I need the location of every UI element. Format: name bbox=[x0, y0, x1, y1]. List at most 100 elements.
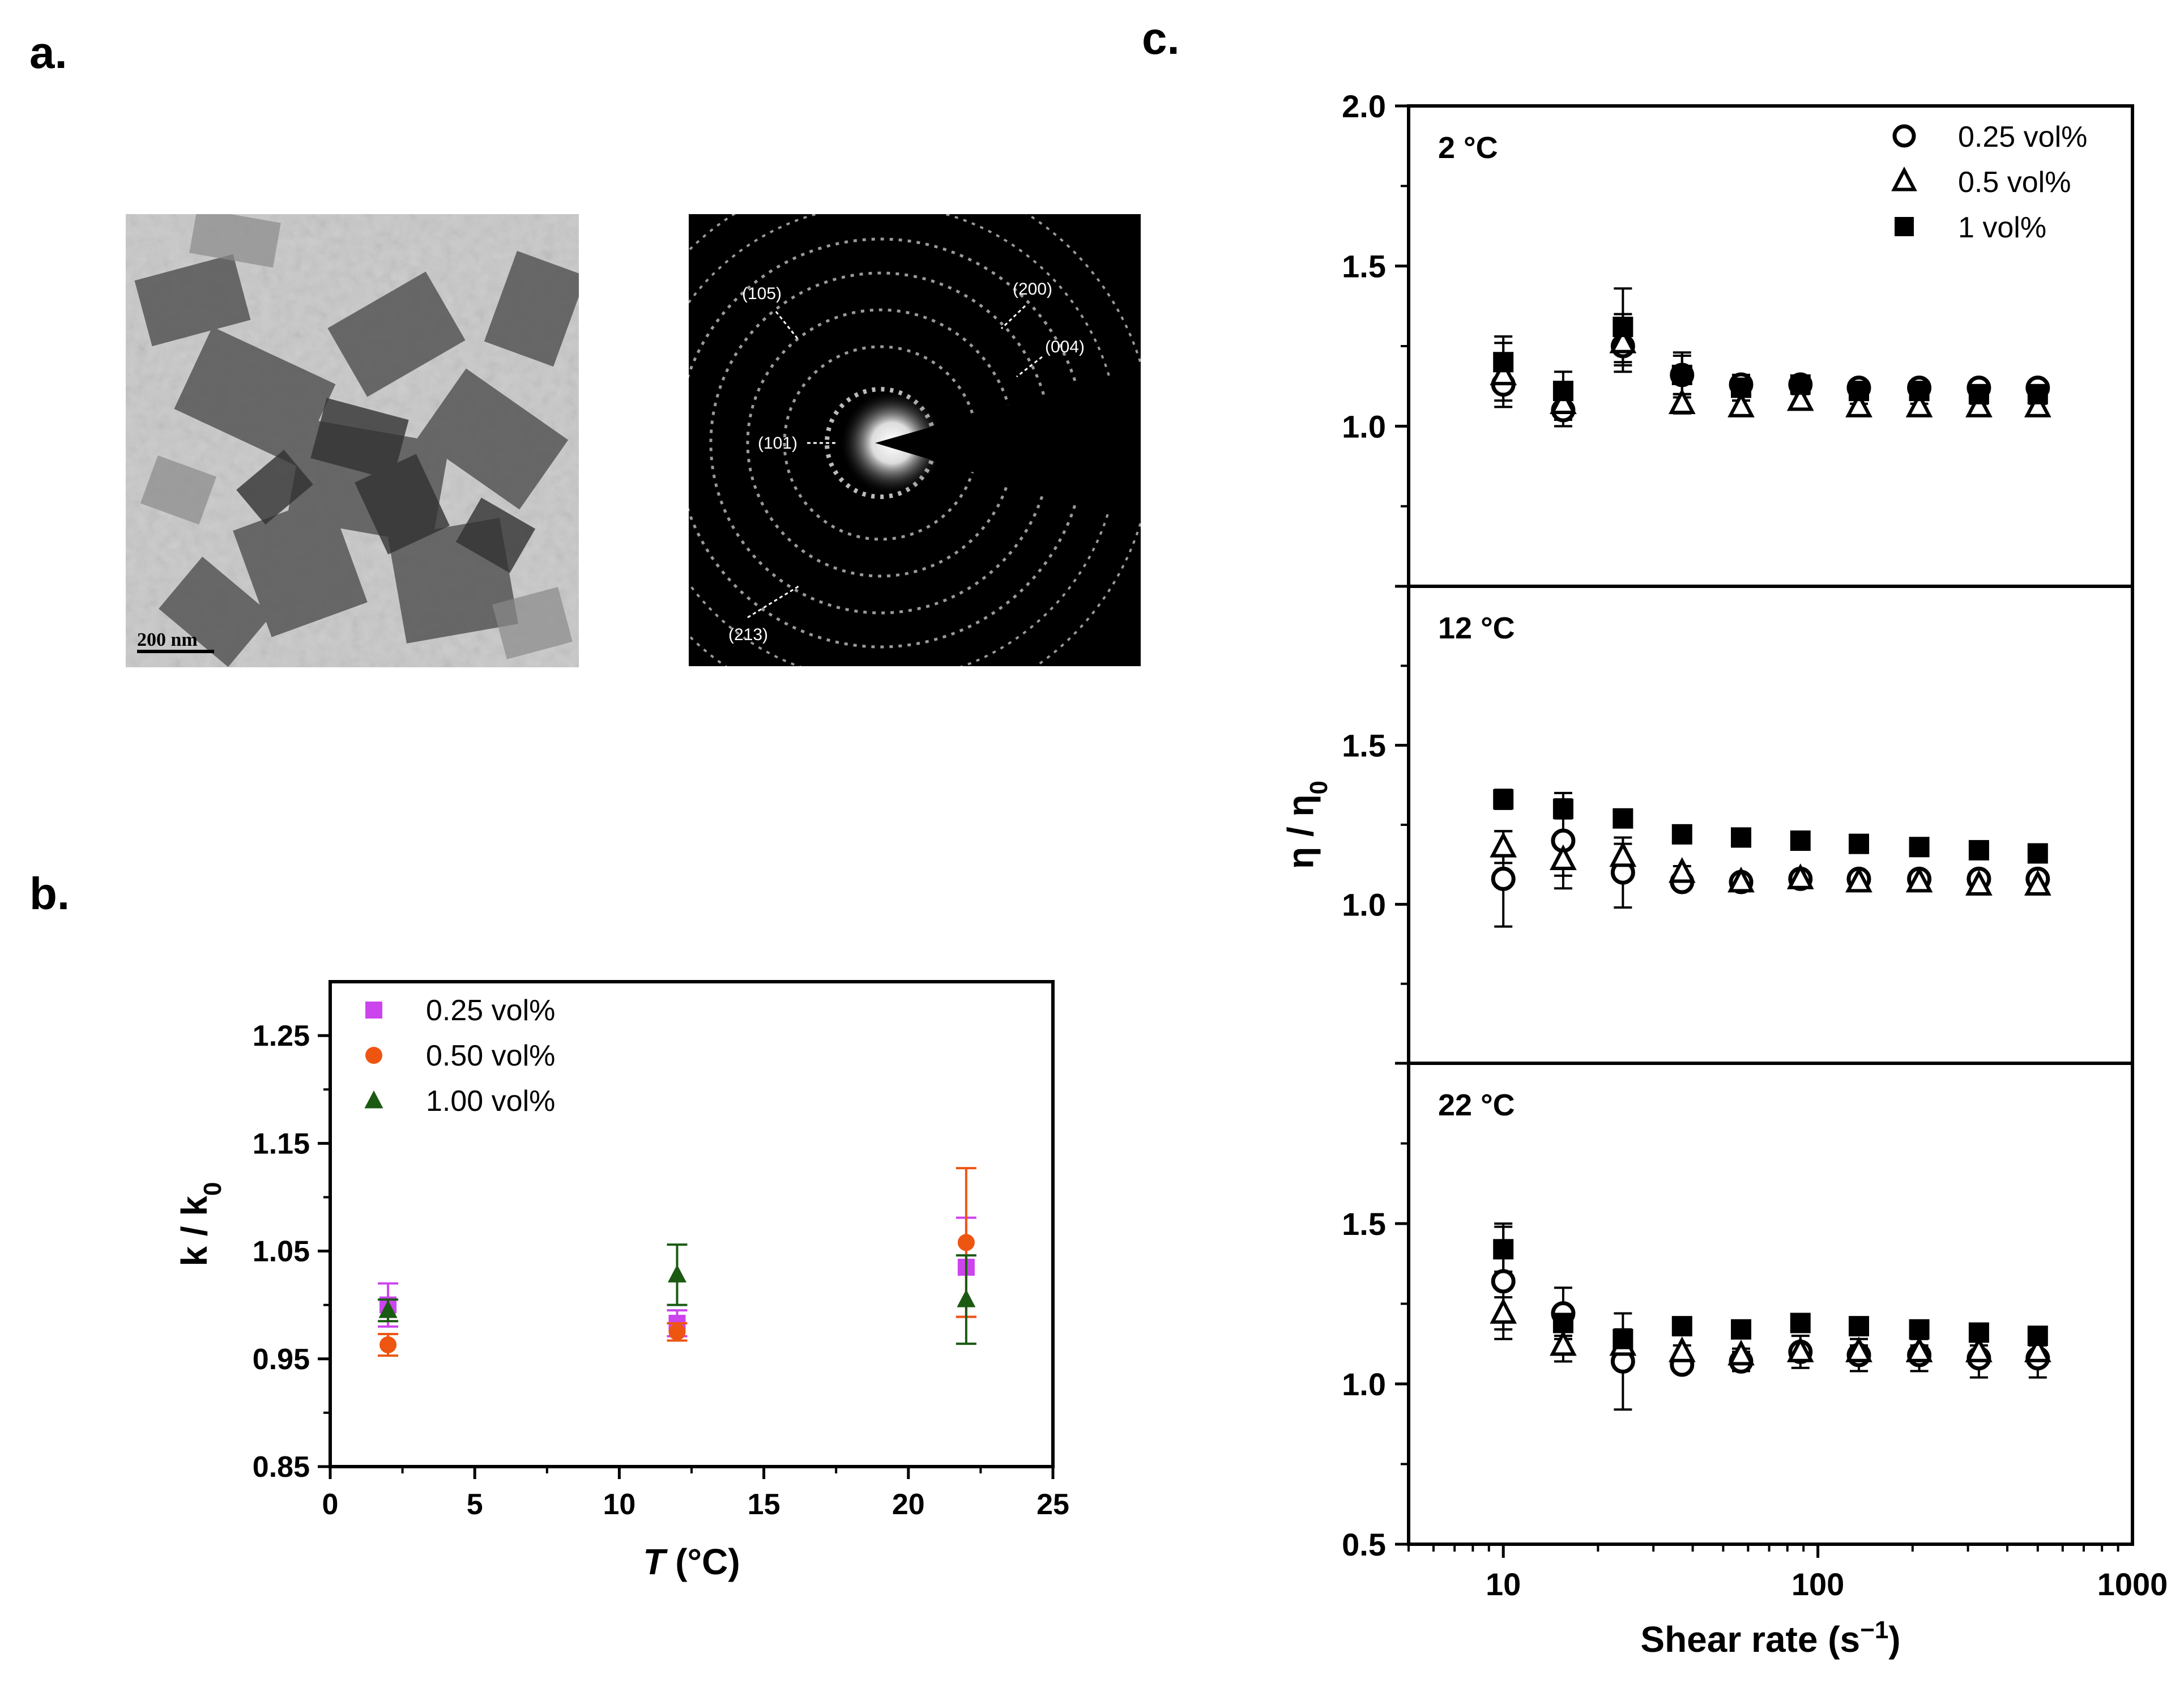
x-axis-label-end: ) bbox=[1888, 1619, 1900, 1660]
data-point bbox=[1671, 364, 1692, 385]
y-tick-label: 1.5 bbox=[1342, 728, 1386, 764]
saed-label-105: (105) bbox=[742, 284, 782, 303]
y-axis-label: η / η bbox=[1280, 794, 1321, 869]
data-point bbox=[1909, 381, 1930, 402]
data-point bbox=[1845, 866, 1872, 893]
subplot-temperature-label: 2 °C bbox=[1438, 131, 1498, 165]
data-point bbox=[1848, 833, 1869, 854]
y-axis-title: η / η0 bbox=[1280, 781, 1333, 869]
y-tick-label: 1.25 bbox=[253, 1020, 310, 1053]
data-point bbox=[1790, 1313, 1811, 1333]
data-point bbox=[1968, 384, 1989, 404]
saed-label-200: (200) bbox=[1013, 280, 1052, 299]
data-point bbox=[2024, 391, 2051, 417]
x-axis-superscript: −1 bbox=[1860, 1616, 1888, 1644]
x-axis-symbol: T bbox=[643, 1541, 675, 1582]
panel-label-a: a. bbox=[29, 27, 67, 78]
data-point bbox=[1550, 844, 1577, 871]
panel-label-b: b. bbox=[29, 868, 70, 919]
data-point bbox=[1609, 327, 1637, 353]
x-tick-label: 15 bbox=[748, 1488, 780, 1521]
data-point bbox=[1731, 1319, 1752, 1340]
data-point bbox=[1490, 832, 1517, 858]
data-point bbox=[1493, 789, 1514, 810]
y-tick-label: 1.0 bbox=[1342, 1366, 1386, 1402]
data-point bbox=[1790, 374, 1811, 395]
data-point bbox=[1848, 381, 1869, 402]
saed-labels: (105) (200) (004) (101) (213) bbox=[728, 280, 1085, 644]
legend-marker bbox=[365, 1047, 382, 1064]
subplot-1: 1.0 1.5 2.0 2 °C bbox=[1342, 88, 2051, 588]
legend-label: 0.25 vol% bbox=[426, 994, 555, 1027]
data-point bbox=[668, 1323, 686, 1341]
data-point bbox=[957, 1234, 975, 1251]
subplot-2: 1.0 1.5 12 °C bbox=[1342, 585, 2051, 1065]
x-tick-label: 25 bbox=[1036, 1488, 1069, 1521]
data-point bbox=[1731, 827, 1752, 848]
data-point bbox=[1848, 1316, 1869, 1337]
y-tick-label: 0.5 bbox=[1342, 1527, 1386, 1562]
legend-label: 0.50 vol% bbox=[426, 1039, 555, 1072]
data-point bbox=[1909, 1319, 1930, 1340]
data-point bbox=[957, 1289, 976, 1307]
x-tick-label: 5 bbox=[467, 1488, 483, 1521]
data-point bbox=[1668, 388, 1696, 415]
data-point bbox=[1909, 837, 1930, 858]
data-point bbox=[2027, 384, 2048, 404]
data-point bbox=[1552, 381, 1573, 402]
data-point bbox=[2027, 1326, 2048, 1347]
data-point bbox=[2027, 843, 2048, 864]
data-point bbox=[1965, 1336, 1993, 1362]
data-point bbox=[1613, 317, 1633, 338]
y-axis-label: k / k bbox=[174, 1196, 215, 1267]
x-tick-label: 100 bbox=[1791, 1566, 1844, 1602]
saed-label-101: (101) bbox=[758, 434, 797, 453]
data-point bbox=[1493, 352, 1514, 373]
data-point bbox=[1671, 1316, 1692, 1337]
y-tick-label: 1.0 bbox=[1342, 408, 1386, 444]
data-point bbox=[1552, 1313, 1573, 1333]
data-point bbox=[1731, 377, 1752, 398]
legend-label: 1 vol% bbox=[1958, 211, 2046, 244]
legend-marker bbox=[1891, 166, 1917, 191]
data-point bbox=[1965, 391, 1993, 417]
x-axis-title: Shear rate (s−1) bbox=[1640, 1616, 1900, 1660]
data-point bbox=[1786, 863, 1814, 889]
data-point bbox=[1490, 359, 1517, 386]
y-axis-title: k / k0 bbox=[174, 1182, 227, 1266]
data-point bbox=[1965, 870, 1993, 896]
legend: 0.25 vol% 0.5 vol% 1 vol% bbox=[1891, 121, 2087, 244]
scale-bar-label: 200 nm bbox=[137, 629, 198, 650]
subplot-3: 0.5 1.0 1.5 22 °C bbox=[1342, 1062, 2051, 1562]
x-tick-label: 20 bbox=[892, 1488, 925, 1521]
x-tick-label: 1000 bbox=[2097, 1566, 2168, 1602]
legend-label: 0.25 vol% bbox=[1958, 121, 2087, 154]
data-point bbox=[1968, 1322, 1989, 1343]
data-point bbox=[1552, 798, 1573, 819]
data-point bbox=[379, 1336, 397, 1354]
data-point bbox=[378, 1300, 398, 1318]
legend-marker bbox=[364, 1090, 383, 1109]
data-point bbox=[1790, 830, 1811, 851]
y-tick-label: 0.85 bbox=[253, 1451, 310, 1484]
data-point bbox=[667, 1264, 686, 1283]
data-point bbox=[1905, 866, 1933, 893]
data-point bbox=[1550, 388, 1577, 415]
x-axis-title: T (°C) bbox=[643, 1541, 740, 1582]
panel-label-c: c. bbox=[1142, 13, 1180, 63]
y-tick-label: 1.0 bbox=[1342, 887, 1386, 922]
legend-marker bbox=[365, 1002, 382, 1019]
y-tick-label: 1.05 bbox=[253, 1235, 310, 1268]
x-tick-label: 10 bbox=[1486, 1566, 1521, 1602]
legend-marker bbox=[1892, 124, 1916, 148]
subplot-temperature-label: 22 °C bbox=[1438, 1088, 1515, 1122]
y-axis-subscript: 0 bbox=[1305, 781, 1333, 794]
data-point bbox=[1550, 1330, 1577, 1356]
data-point bbox=[1786, 1336, 1814, 1362]
data-point bbox=[1727, 391, 1755, 417]
data-point bbox=[1845, 1336, 1872, 1362]
x-tick-label: 10 bbox=[603, 1488, 635, 1521]
tem-micrograph bbox=[126, 214, 579, 667]
saed-pattern bbox=[689, 214, 1141, 666]
